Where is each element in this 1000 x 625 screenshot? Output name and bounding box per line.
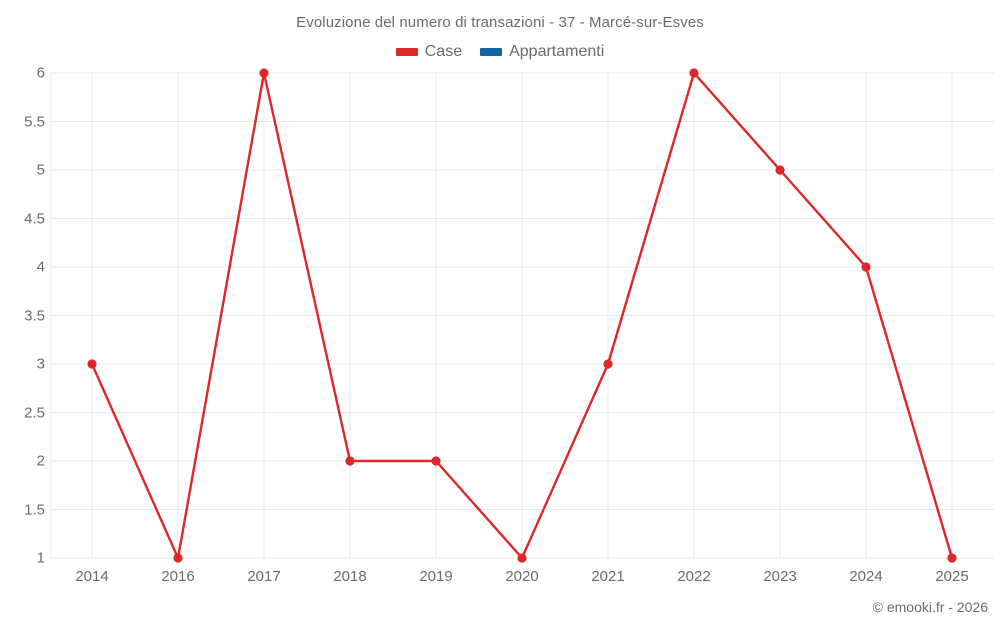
data-point[interactable]: 2016: 1 xyxy=(173,553,183,563)
data-point[interactable]: 2014: 3 xyxy=(87,359,97,369)
legend-swatch-appartamenti xyxy=(480,48,503,56)
chart-legend: Case Appartamenti xyxy=(0,44,1000,60)
y-axis-tick: 4.5 xyxy=(24,210,45,227)
y-axis-tick-labels: 1 1.5 2 2.5 3 3.5 4 4.5 5 5.5 6 xyxy=(0,65,45,567)
data-point[interactable]: 2024: 4 xyxy=(861,262,871,272)
data-point[interactable]: 2025: 1 xyxy=(947,553,957,563)
x-axis-tick: 2016 xyxy=(161,568,195,585)
data-point[interactable]: 2020: 1 xyxy=(517,553,527,563)
y-axis-tick: 5.5 xyxy=(24,113,45,130)
series-layer: 2014: 3 2016: 1 2017: 6 2018: 2 2019: 2 2020:… xyxy=(87,68,957,563)
x-axis-tick: 2017 xyxy=(247,568,281,585)
y-axis-tick: 2.5 xyxy=(24,404,45,421)
y-axis-tick: 5 xyxy=(36,161,45,179)
x-axis-tick-labels: 2014 2016 2017 2018 2019 2020 2021 2022 2023 2024… xyxy=(51,568,994,590)
chart-footer-credit: © emooki.fr - 2026 xyxy=(872,599,988,615)
plot-area: 2014: 3 2016: 1 2017: 6 2018: 2 2019: 2 2020:… xyxy=(50,68,994,563)
x-axis-tick: 2018 xyxy=(333,568,367,585)
data-point[interactable]: 2023: 5 xyxy=(775,165,785,175)
y-axis-tick: 1.5 xyxy=(24,501,45,518)
plot-svg: 2014: 3 2016: 1 2017: 6 2018: 2 2019: 2 2020:… xyxy=(50,68,994,563)
series-case: 2014: 3 2016: 1 2017: 6 2018: 2 2019: 2 2020:… xyxy=(87,68,957,563)
data-point[interactable]: 2017: 6 xyxy=(259,68,269,78)
x-axis-tick: 2021 xyxy=(591,568,625,585)
data-point[interactable]: 2018: 2 xyxy=(345,456,355,466)
y-axis-tick: 3 xyxy=(36,355,45,373)
x-axis-tick: 2023 xyxy=(763,568,797,585)
y-axis-tick: 6 xyxy=(36,64,45,82)
data-point[interactable]: 2019: 2 xyxy=(431,456,441,466)
y-axis-tick: 1 xyxy=(36,549,45,567)
y-axis-tick: 4 xyxy=(36,258,45,276)
data-point[interactable]: 2022: 6 xyxy=(689,68,699,78)
legend-swatch-case xyxy=(395,48,418,56)
x-axis-tick: 2025 xyxy=(935,568,969,585)
x-axis-tick: 2020 xyxy=(505,568,539,585)
legend-label: Appartamenti xyxy=(509,43,605,60)
x-axis-tick: 2014 xyxy=(75,568,109,585)
x-axis-tick: 2022 xyxy=(677,568,711,585)
x-axis-tick: 2024 xyxy=(849,568,883,585)
y-axis-tick: 2 xyxy=(36,452,45,470)
legend-label: Case xyxy=(424,43,463,60)
vertical-gridlines xyxy=(50,73,953,558)
y-axis-tick: 3.5 xyxy=(24,307,45,324)
x-axis-tick: 2019 xyxy=(419,568,453,585)
data-point[interactable]: 2021: 3 xyxy=(603,359,613,369)
legend-item-case[interactable]: Case xyxy=(395,43,463,60)
chart-title: Evoluzione del numero di transazioni - 3… xyxy=(296,14,704,31)
legend-item-appartamenti[interactable]: Appartamenti xyxy=(480,44,604,60)
